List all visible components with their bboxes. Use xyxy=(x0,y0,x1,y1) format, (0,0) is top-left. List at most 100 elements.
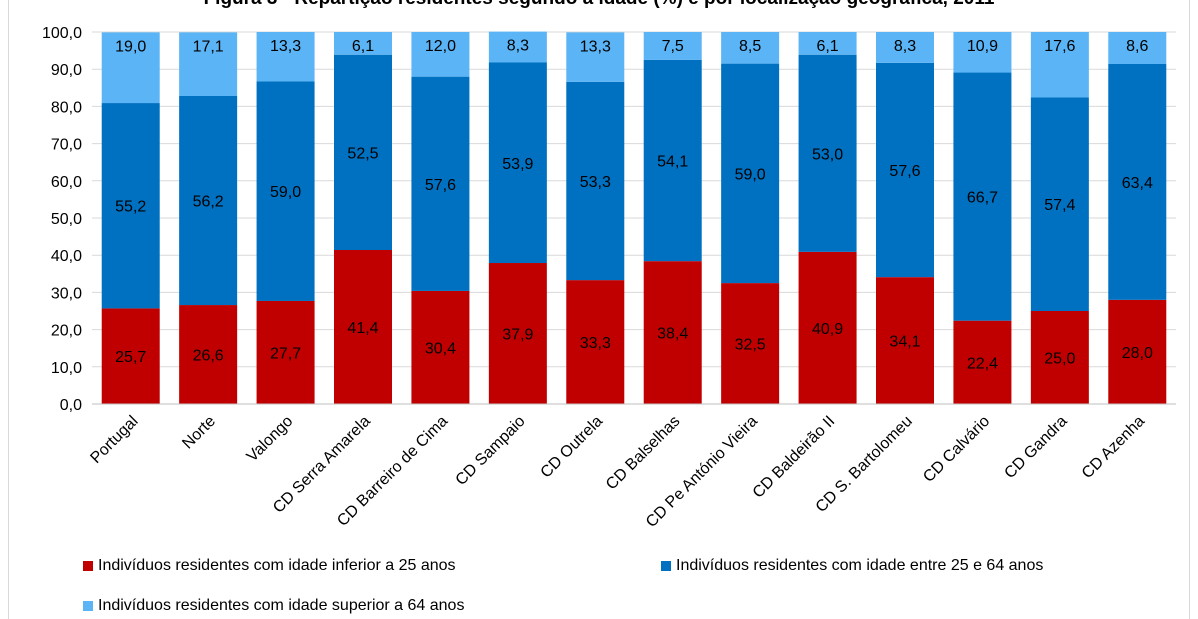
x-tick-label: CD Outrela xyxy=(538,413,607,482)
bar-segment xyxy=(566,32,625,82)
bar-segment xyxy=(721,283,780,404)
bar-segment xyxy=(1030,32,1089,98)
y-tick-label: 90,0 xyxy=(51,62,82,79)
data-label: 40,9 xyxy=(812,321,843,338)
y-tick-label: 100,0 xyxy=(42,25,82,42)
data-label: 33,3 xyxy=(580,335,611,352)
bar-segment xyxy=(721,32,780,64)
y-tick-label: 30,0 xyxy=(51,285,82,302)
data-label: 38,4 xyxy=(657,326,688,343)
data-label: 8,6 xyxy=(1126,38,1148,55)
data-label: 7,5 xyxy=(662,38,684,55)
y-tick-label: 80,0 xyxy=(51,99,82,116)
x-tick-label: CD Baldeirão II xyxy=(750,413,839,502)
legend-item-25-64: Indivíduos residentes com idade entre 25… xyxy=(661,557,1043,575)
legend-swatch-25-64 xyxy=(661,561,671,571)
x-tick-label: CD Calvário xyxy=(920,413,993,486)
bar-segment xyxy=(953,72,1012,321)
bar-segment xyxy=(256,32,315,82)
data-label: 27,7 xyxy=(270,345,301,362)
data-label: 57,6 xyxy=(889,163,920,180)
legend-swatch-under-25 xyxy=(83,561,93,571)
data-label: 56,2 xyxy=(193,194,224,211)
data-label: 19,0 xyxy=(115,38,146,55)
bar-segment xyxy=(566,280,625,404)
data-label: 6,1 xyxy=(352,38,374,55)
bar-segment xyxy=(334,32,392,55)
data-label: 8,3 xyxy=(507,38,529,55)
x-tick-label: CD Azenha xyxy=(1079,413,1148,482)
bar-segment xyxy=(101,308,160,404)
data-label: 57,4 xyxy=(1044,197,1075,214)
bar-segment xyxy=(101,103,160,309)
x-tick-label: CD Gandra xyxy=(1001,413,1070,482)
data-label: 37,9 xyxy=(502,327,533,344)
bar-segment xyxy=(876,62,934,278)
bar-segment xyxy=(179,305,238,404)
x-tick-label: Norte xyxy=(179,413,219,453)
bar-segment xyxy=(488,62,547,264)
data-label: 30,4 xyxy=(425,340,456,357)
y-tick-label: 20,0 xyxy=(51,323,82,340)
data-label: 17,6 xyxy=(1044,38,1075,55)
bar-segment xyxy=(411,32,470,77)
bar-segment xyxy=(411,76,470,291)
legend-label-25-64: Indivíduos residentes com idade entre 25… xyxy=(676,557,1044,574)
bar-segment xyxy=(643,59,702,262)
chart-frame-right xyxy=(1189,0,1190,619)
data-label: 59,0 xyxy=(270,184,301,201)
x-tick-label: CD Sampaio xyxy=(453,413,529,489)
bar-segment xyxy=(1030,97,1089,311)
x-tick-label: Valongo xyxy=(244,413,297,466)
data-label: 26,6 xyxy=(193,348,224,365)
bar-segment xyxy=(101,32,160,104)
data-label: 8,3 xyxy=(894,38,916,55)
data-label: 41,4 xyxy=(347,320,378,337)
legend-item-under-25: Indivíduos residentes com idade inferior… xyxy=(83,557,456,575)
bar-segment xyxy=(1108,299,1167,404)
data-label: 57,6 xyxy=(425,177,456,194)
y-tick-label: 10,0 xyxy=(51,360,82,377)
legend-item-over-64: Indivíduos residentes com idade superior… xyxy=(83,597,464,615)
data-label: 13,3 xyxy=(580,38,611,55)
legend-label-over-64: Indivíduos residentes com idade superior… xyxy=(98,597,465,614)
chart-title: Figura 3 - Repartição residentes segundo… xyxy=(0,0,1198,10)
bar-segment xyxy=(488,31,547,63)
x-tick-label: Portugal xyxy=(87,413,141,467)
data-label: 53,3 xyxy=(580,174,611,191)
data-label: 54,1 xyxy=(657,154,688,171)
legend-label-under-25: Indivíduos residentes com idade inferior… xyxy=(98,557,456,574)
bar-segment xyxy=(411,290,470,404)
data-label: 52,5 xyxy=(347,145,378,162)
bar-segment xyxy=(1108,63,1167,300)
data-label: 17,1 xyxy=(193,38,224,55)
y-tick-label: 0,0 xyxy=(60,397,82,414)
y-tick-label: 60,0 xyxy=(51,174,82,191)
data-label: 28,0 xyxy=(1122,345,1153,362)
data-label: 8,5 xyxy=(739,38,761,55)
data-label: 32,5 xyxy=(735,337,766,354)
bar-segment xyxy=(1108,32,1167,64)
bar-segment xyxy=(179,95,238,306)
data-label: 22,4 xyxy=(967,355,998,372)
x-tick-label: CD Balselhas xyxy=(603,413,684,494)
data-label: 55,2 xyxy=(115,199,146,216)
bar-segment xyxy=(798,32,857,55)
data-label: 25,7 xyxy=(115,349,146,366)
data-label: 34,1 xyxy=(889,334,920,351)
data-label: 13,3 xyxy=(270,38,301,55)
bar-segment xyxy=(1030,311,1089,404)
bar-segment xyxy=(256,81,315,301)
bar-segment xyxy=(721,63,780,284)
data-label: 59,0 xyxy=(735,166,766,183)
bar-segment xyxy=(643,261,702,404)
legend-swatch-over-64 xyxy=(83,601,93,611)
y-tick-label: 40,0 xyxy=(51,248,82,265)
data-label: 63,4 xyxy=(1122,175,1153,192)
bar-segment xyxy=(798,251,857,404)
bar-segment xyxy=(334,54,392,250)
data-label: 6,1 xyxy=(816,38,838,55)
y-tick-label: 50,0 xyxy=(51,211,82,228)
